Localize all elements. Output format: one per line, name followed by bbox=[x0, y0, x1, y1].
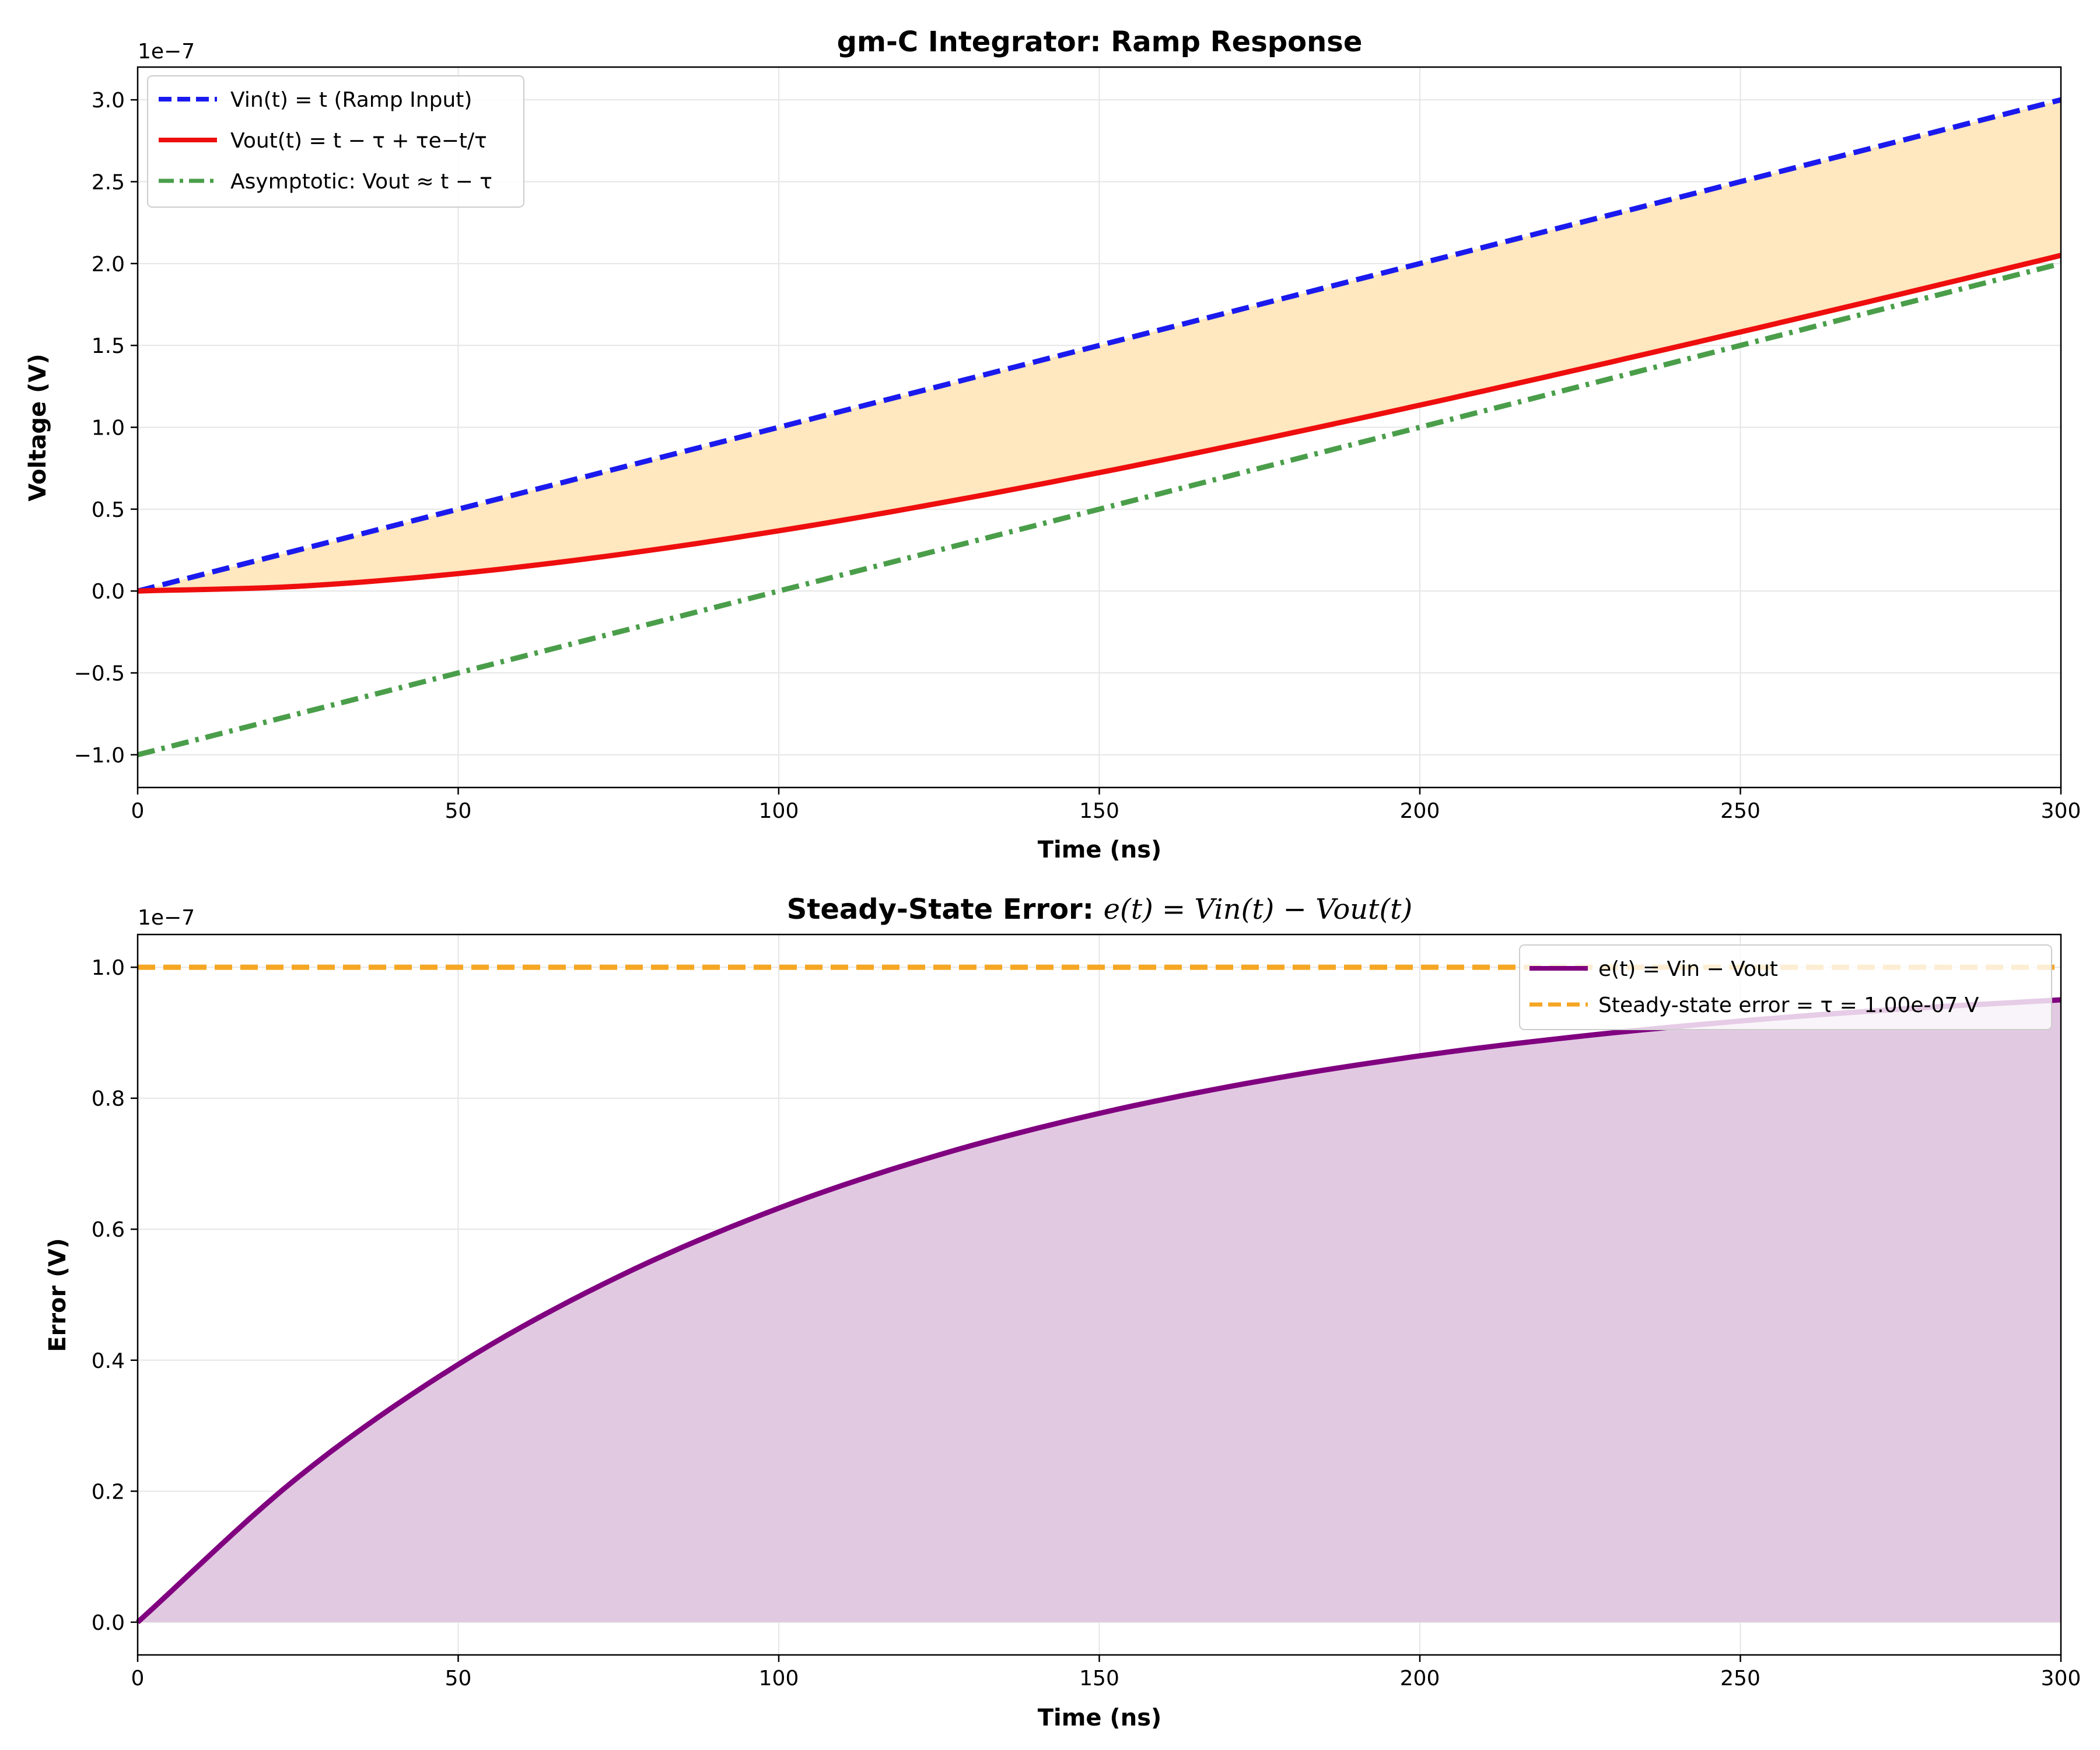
y-tick-label: 3.0 bbox=[92, 89, 125, 113]
x-tick-label: 150 bbox=[1079, 1667, 1119, 1690]
x-tick-label: 0 bbox=[131, 799, 145, 823]
y-offset-label: 1e−7 bbox=[138, 906, 195, 930]
y-axis-label: Voltage (V) bbox=[24, 354, 51, 501]
y-tick-label: 1.5 bbox=[92, 334, 125, 358]
x-tick-label: 0 bbox=[131, 1667, 145, 1690]
x-tick-label: 200 bbox=[1400, 799, 1440, 823]
x-axis-label: Time (ns) bbox=[1038, 1704, 1162, 1731]
y-tick-label: 2.5 bbox=[92, 170, 125, 194]
legend: Vin(t) = t (Ramp Input) Vout(t) = t − τ … bbox=[147, 75, 524, 208]
x-tick-label: 100 bbox=[759, 1667, 799, 1690]
series-line-0 bbox=[136, 97, 2062, 594]
x-tick-label: 200 bbox=[1400, 1667, 1440, 1690]
y-tick-label: 0.4 bbox=[92, 1349, 125, 1373]
legend-label-vin: Vin(t) = t (Ramp Input) bbox=[230, 88, 472, 112]
y-tick-label: −0.5 bbox=[74, 662, 125, 686]
y-tick-label: 1.0 bbox=[92, 416, 125, 440]
fill-under-error bbox=[138, 1000, 2061, 1622]
x-tick-label: 50 bbox=[445, 1667, 472, 1690]
y-tick-label: −1.0 bbox=[74, 744, 125, 768]
chart-title-bold: Steady-State Error: bbox=[787, 893, 1104, 926]
y-tick-label: 0.5 bbox=[92, 498, 125, 522]
legend: e(t) = Vin − Vout Steady-state error = τ… bbox=[1519, 944, 2052, 1030]
x-tick-label: 250 bbox=[1720, 799, 1760, 823]
legend-frame bbox=[1519, 944, 2052, 1030]
y-tick-label: 2.0 bbox=[92, 253, 125, 276]
y-tick-label: 0.2 bbox=[92, 1480, 125, 1504]
series-line-1 bbox=[137, 253, 2062, 594]
ramp-response-chart: gm-C Integrator: Ramp Response 1e−7 0 50 1… bbox=[24, 26, 2081, 863]
x-tick-label: 300 bbox=[2041, 799, 2081, 823]
y-tick-label: 1.0 bbox=[92, 956, 125, 980]
legend-label-asymptotic: Asymptotic: Vout ≈ t − τ bbox=[230, 170, 492, 194]
fill-region bbox=[138, 1000, 2061, 1622]
steady-state-error-chart: Steady-State Error: e(t) = Vin(t) − Vout… bbox=[44, 893, 2081, 1731]
x-axis-label: Time (ns) bbox=[1038, 836, 1162, 863]
x-tick-label: 50 bbox=[445, 799, 472, 823]
legend-label-steady-state: Steady-state error = τ = 1.00e-07 V bbox=[1598, 993, 1979, 1017]
tick-group: 0 50 100 150 200 250 300 −1.0 −0.5 0.0 0.5 1.0 1.5 2.… bbox=[74, 89, 2081, 823]
chart-title: gm-C Integrator: Ramp Response bbox=[837, 26, 1363, 58]
y-tick-label: 0.0 bbox=[92, 1611, 125, 1635]
chart-title-math: e(t) = Vin(t) − Vout(t) bbox=[1104, 893, 1413, 926]
y-offset-label: 1e−7 bbox=[138, 40, 195, 64]
x-tick-label: 300 bbox=[2041, 1667, 2081, 1690]
y-tick-label: 0.6 bbox=[92, 1218, 125, 1242]
x-tick-label: 250 bbox=[1720, 1667, 1760, 1690]
series-group bbox=[136, 97, 2062, 758]
x-tick-label: 150 bbox=[1079, 799, 1119, 823]
tick-group: 0 50 100 150 200 250 300 0.0 0.2 0.4 0.6 0.8 1.0 bbox=[92, 956, 2081, 1690]
chart-title: Steady-State Error: e(t) = Vin(t) − Vout… bbox=[787, 893, 1412, 926]
y-tick-label: 0.0 bbox=[92, 580, 125, 604]
y-axis-label: Error (V) bbox=[44, 1238, 71, 1352]
legend-frame bbox=[147, 75, 524, 208]
legend-label-vout: Vout(t) = t − τ + τe−t/τ bbox=[230, 129, 487, 153]
legend-label-error: e(t) = Vin − Vout bbox=[1598, 957, 1778, 981]
x-tick-label: 100 bbox=[759, 799, 799, 823]
y-tick-label: 0.8 bbox=[92, 1087, 125, 1111]
series-line-2 bbox=[136, 261, 2062, 758]
